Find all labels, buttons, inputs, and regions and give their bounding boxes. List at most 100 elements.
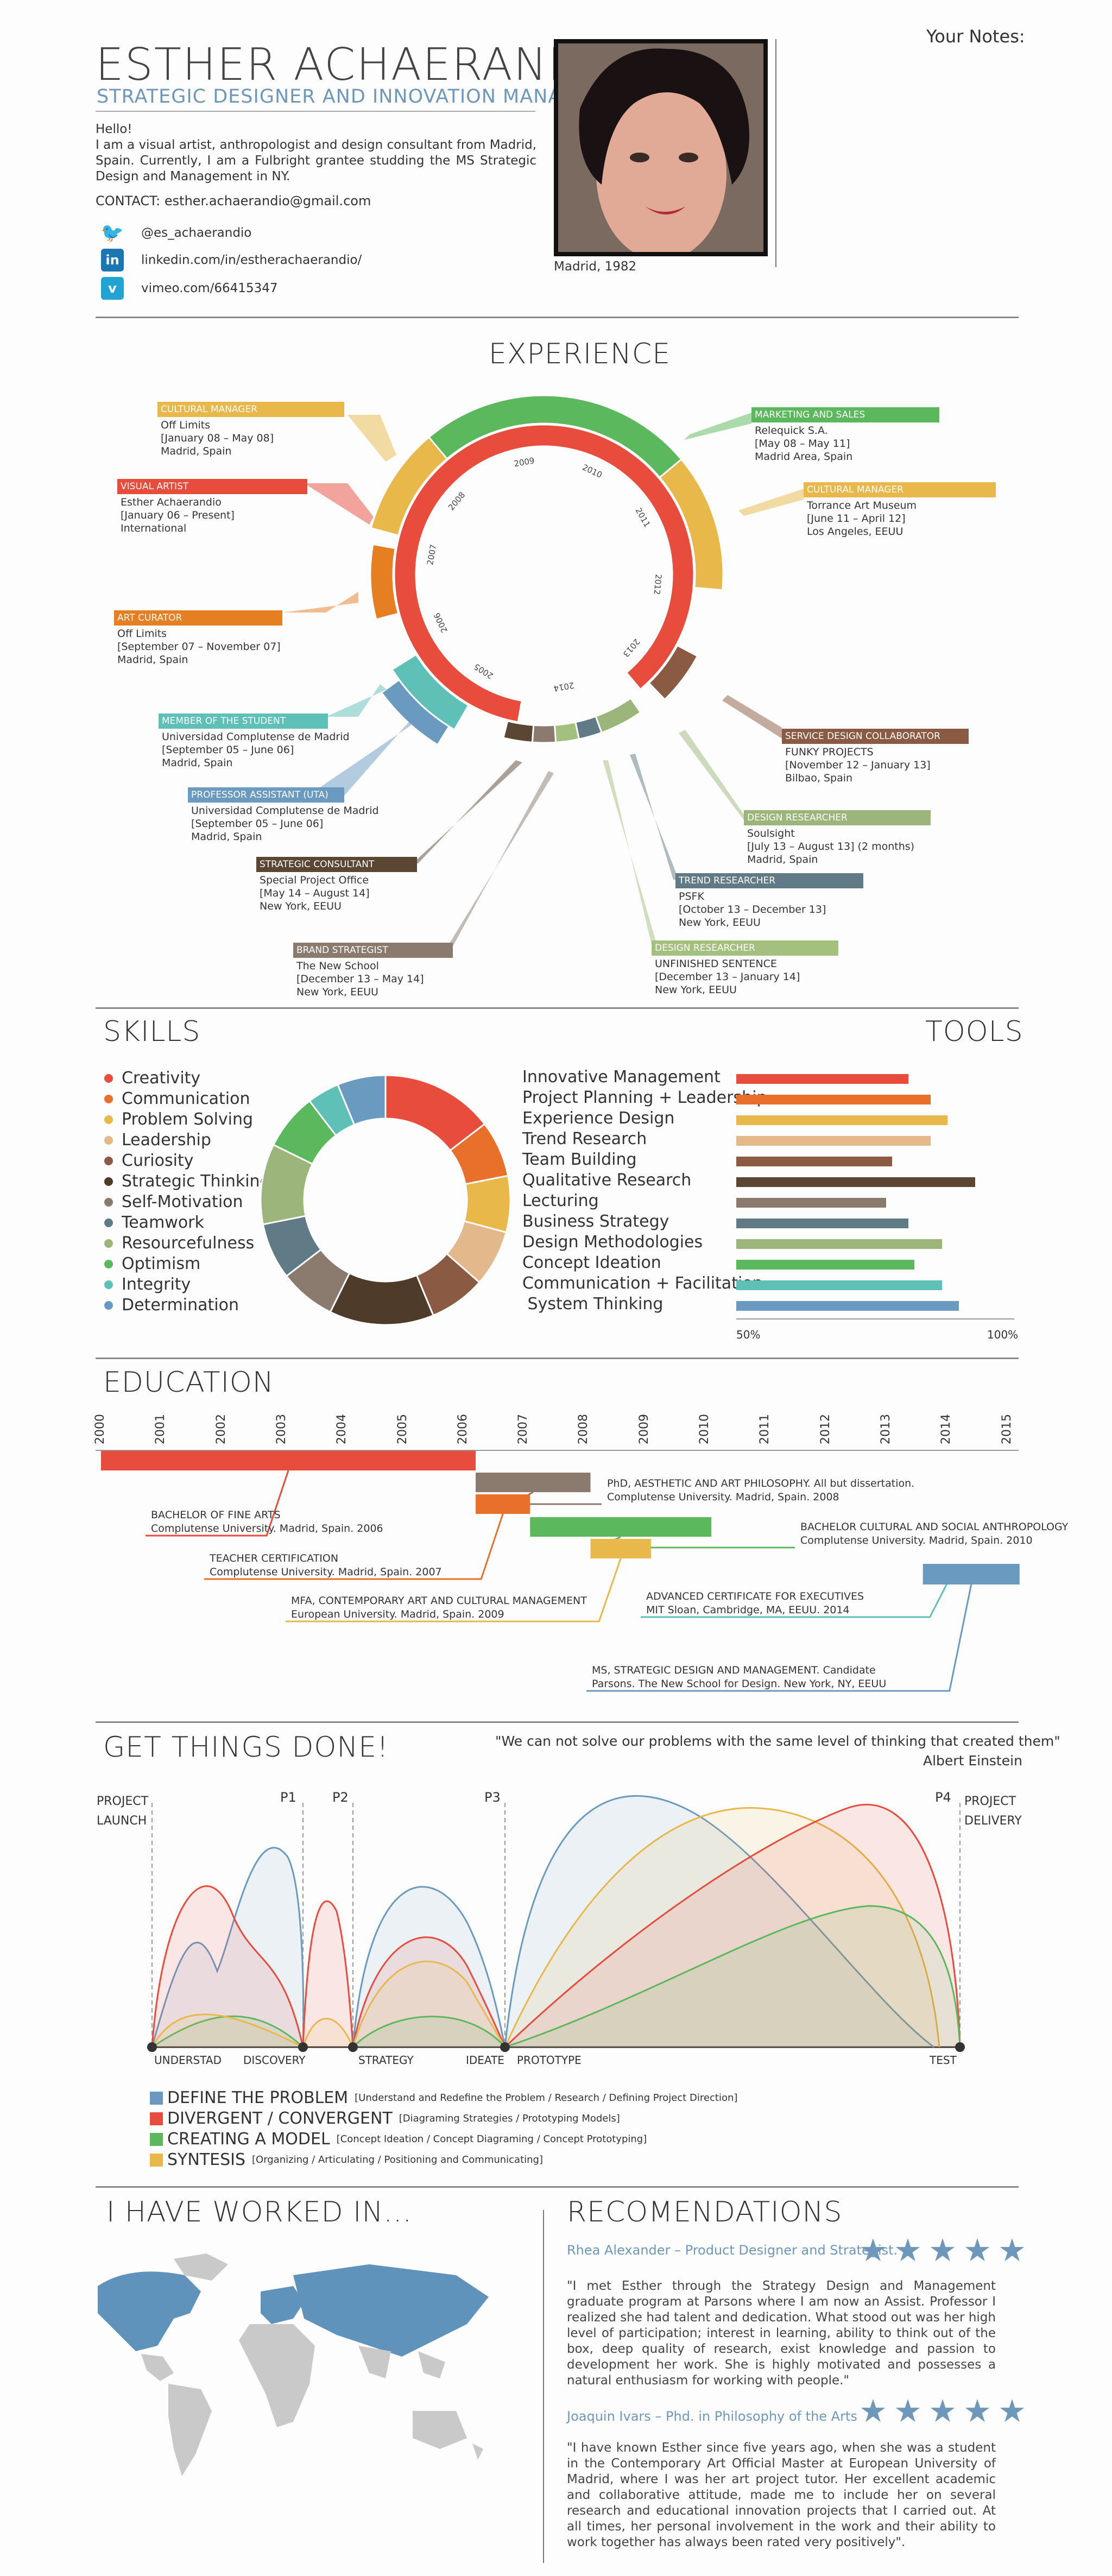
education-title: EDUCATION [103,1366,274,1399]
education-year-label: 2014 [939,1414,953,1444]
education-bar [923,1564,1020,1584]
tool-bar [736,1239,942,1249]
tool-bar [736,1218,909,1228]
section-divider [96,1358,1019,1359]
skill-label: Creativity [122,1069,201,1088]
education-label-title: MFA, CONTEMPORARY ART AND CULTURAL MANAG… [291,1595,587,1607]
education-label-detail: European University. Madrid, Spain. 2009 [291,1608,504,1620]
experience-role-detail: [September 05 – June 06] [191,818,324,830]
social-vimeo[interactable]: v vimeo.com/66415347 [101,277,277,300]
education-bar [590,1539,651,1558]
skills-donut [260,1074,511,1326]
process-step-label: DISCOVERY [243,2054,306,2067]
process-quote: "We can not solve our problems with the … [495,1733,1060,1749]
experience-role-label: BRAND STRATEGIST [293,943,453,958]
experience-role-label: VISUAL ARTIST [117,479,307,494]
education-year-label: 2005 [395,1414,409,1444]
tool-label: Trend Research [522,1129,647,1148]
bullet-dot [104,1135,113,1145]
process-milestone-dot [147,2042,157,2052]
education-leader [204,1513,504,1580]
experience-leader [413,760,522,863]
experience-role-detail: New York, EEUU [296,986,378,998]
world-map [98,2253,489,2476]
legend-name: SYNTESIS [167,2150,246,2169]
experience-role-detail: Bilbao, Spain [785,772,853,784]
experience-role-detail: Los Angeles, EEUU [807,526,904,538]
bullet-dot [104,1156,113,1165]
process-legend-item: SYNTESIS [Organizing / Articulating / Pos… [150,2150,543,2169]
legend-swatch [150,2153,163,2167]
skill-item: Resourcefulness [104,1234,254,1253]
vimeo-icon: v [101,277,124,300]
notes-label: Your Notes: [926,26,1025,47]
experience-role-detail: Madrid, Spain [162,757,233,769]
education-leader [641,1574,952,1618]
experience-leader [603,760,657,945]
process-step-label: STRATEGY [358,2054,414,2067]
process-milestone-dot [500,2042,510,2052]
experience-role-detail: [December 13 – January 14] [655,971,800,983]
contact-email[interactable]: CONTACT: esther.achaerandio@gmail.com [96,193,371,209]
legend-swatch [150,2112,163,2125]
experience-year-label: 2012 [652,573,664,595]
social-linkedin[interactable]: in linkedin.com/in/estherachaerandio/ [101,249,362,272]
photo-caption: Madrid, 1982 [554,260,637,274]
experience-role-detail: UNFINISHED SENTENCE [655,958,777,970]
tool-label: Team Building [522,1150,637,1169]
social-twitter[interactable]: 🐦 @es_achaerandio [101,222,252,244]
portrait-image [558,43,763,252]
process-curve [504,1905,961,2048]
process-curve [302,1900,354,2048]
experience-role-detail: International [121,522,187,534]
experience-role-detail: [June 11 – April 12] [807,513,906,525]
star-icon: ★ [928,2232,957,2269]
education-leader [286,1558,622,1622]
experience-role-detail: [September 07 – November 07] [117,641,281,653]
skill-label: Teamwork [122,1213,204,1232]
experience-year-label: 2009 [513,456,535,469]
star-icon: ★ [859,2232,887,2269]
legend-description: [Understand and Redefine the Problem / R… [355,2092,738,2104]
legend-swatch [150,2132,163,2146]
rating-stars: ★ ★ ★ ★ ★ [859,2392,1028,2429]
recommendation-text: "I have known Esther since five years ag… [567,2441,996,2549]
experience-role-detail: Special Project Office [260,874,369,886]
section-divider [96,317,1019,318]
tools-axis [736,1318,1014,1319]
experience-role-label: PROFESSOR ASSISTANT (UTA) [188,787,344,803]
star-icon: ★ [928,2392,957,2429]
launch-line: LAUNCH [97,1814,147,1828]
skill-label: Communication [122,1089,250,1108]
tool-label: Lecturing [522,1191,599,1210]
experience-role-detail: Universidad Complutense de Madrid [162,731,350,743]
skill-item: Curiosity [104,1151,193,1170]
delivery-line: DELIVERY [964,1814,1022,1828]
legend-description: [Diagraming Strategies / Prototyping Mod… [399,2113,620,2124]
tool-label: Business Strategy [522,1212,669,1231]
experience-arc-trend-researcher [574,715,603,741]
section-divider [96,1007,1019,1009]
experience-role-detail: Madrid, Spain [161,445,232,457]
tool-bar [736,1198,887,1208]
experience-arc-cultural-manager [370,436,448,536]
phase-label: P1 [280,1790,296,1805]
section-divider [96,1721,1019,1723]
process-curve [302,2018,354,2048]
tool-label: Communication + Facilitation [522,1274,763,1293]
experience-arc-design-researcher-2 [553,721,580,743]
education-label-detail: Complutense University. Madrid, Spain. 2… [151,1523,383,1535]
experience-role-detail: [July 13 – August 13] (2 months) [747,841,915,853]
process-step-label: TEST [930,2054,957,2067]
tool-label: Design Methodologies [522,1233,703,1252]
education-year-label: 2012 [818,1414,832,1444]
quote-author: Albert Einstein [923,1753,1022,1769]
name-underline [96,111,535,112]
education-label-title: ADVANCED CERTIFICATE FOR EXECUTIVES [646,1590,864,1602]
experience-arc-cultural-manager-la [658,458,724,591]
education-bar [530,1517,712,1537]
process-curve [151,1847,305,2048]
education-year-label: 2000 [93,1414,107,1444]
profile-photo [554,39,768,256]
experience-role-detail: Esther Achaerandio [121,496,222,508]
